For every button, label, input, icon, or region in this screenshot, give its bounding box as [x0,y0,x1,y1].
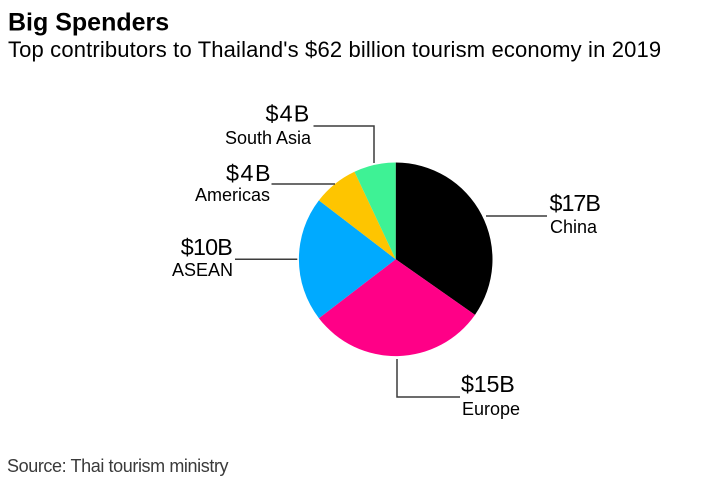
svg-text:Americas: Americas [195,185,270,205]
svg-text:$4B: $4B [265,101,310,127]
svg-text:China: China [550,217,598,237]
svg-text:$17B: $17B [550,190,601,216]
svg-text:ASEAN: ASEAN [172,260,233,280]
svg-text:Top contributors to Thailand's: Top contributors to Thailand's $62 billi… [8,37,661,62]
svg-text:$4B: $4B [226,160,272,186]
svg-text:$15B: $15B [461,371,515,397]
svg-text:Big Spenders: Big Spenders [8,9,169,37]
svg-text:South Asia: South Asia [225,128,312,148]
svg-text:Source: Thai tourism ministry: Source: Thai tourism ministry [7,456,229,476]
svg-text:Europe: Europe [462,399,520,419]
svg-text:$10B: $10B [181,234,232,260]
